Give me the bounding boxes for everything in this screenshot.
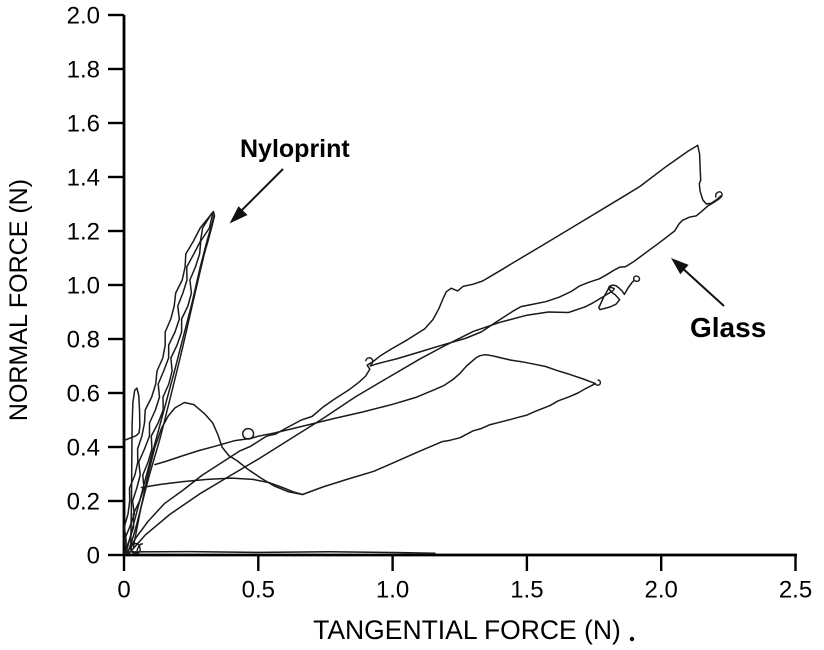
svg-text:0.8: 0.8 bbox=[67, 327, 100, 354]
svg-text:Nyloprint: Nyloprint bbox=[240, 135, 350, 163]
svg-text:0.6: 0.6 bbox=[67, 381, 100, 408]
svg-text:TANGENTIAL FORCE (N): TANGENTIAL FORCE (N) bbox=[313, 615, 621, 645]
svg-text:1.5: 1.5 bbox=[510, 577, 543, 604]
svg-text:1.4: 1.4 bbox=[67, 165, 100, 192]
svg-text:1.0: 1.0 bbox=[67, 273, 100, 300]
svg-text:1.8: 1.8 bbox=[67, 57, 100, 84]
svg-text:2.5: 2.5 bbox=[779, 577, 812, 604]
svg-text:NORMAL FORCE (N): NORMAL FORCE (N) bbox=[5, 179, 33, 421]
svg-text:2.0: 2.0 bbox=[645, 577, 678, 604]
svg-text:0: 0 bbox=[87, 543, 100, 570]
svg-text:0.5: 0.5 bbox=[242, 577, 275, 604]
svg-text:2.0: 2.0 bbox=[67, 3, 100, 30]
svg-text:1.0: 1.0 bbox=[376, 577, 409, 604]
svg-text:0.4: 0.4 bbox=[67, 435, 100, 462]
svg-text:1.6: 1.6 bbox=[67, 111, 100, 138]
svg-text:Glass: Glass bbox=[690, 312, 766, 343]
svg-text:0.2: 0.2 bbox=[67, 489, 100, 516]
svg-text:0: 0 bbox=[117, 577, 130, 604]
svg-text:1.2: 1.2 bbox=[67, 219, 100, 246]
